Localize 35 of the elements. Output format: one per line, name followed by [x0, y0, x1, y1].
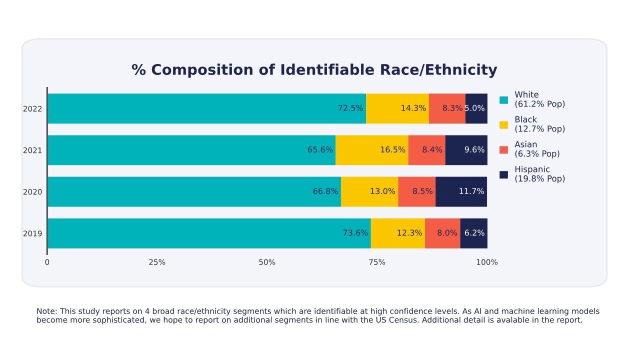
- bar: [341, 176, 398, 207]
- data-label: 6.2%: [464, 230, 484, 236]
- bar: [366, 94, 429, 124]
- data-label: 8.0%: [438, 230, 458, 236]
- legend-label: White (61.2% Pop): [514, 91, 565, 109]
- data-label: 8.5%: [413, 188, 432, 194]
- data-label: 66.8%: [313, 188, 338, 194]
- bar: [408, 135, 446, 166]
- bar: [370, 218, 426, 248]
- bar: [47, 94, 366, 124]
- legend-label: Hispanic (19.8% Pop): [515, 166, 565, 184]
- data-label: 8.4%: [422, 146, 442, 153]
- chart-title: % Composition of Identifiable Race/Ethnicity: [132, 64, 498, 78]
- bar: [445, 135, 488, 166]
- data-label: 12.3%: [398, 230, 422, 236]
- bar: [47, 176, 341, 207]
- bar: [460, 218, 488, 248]
- bar: [336, 135, 408, 166]
- legend-label: Asian (6.3% Pop): [514, 140, 560, 158]
- data-label: 11.7%: [460, 188, 484, 194]
- data-label: 8.3%: [442, 104, 462, 111]
- bar: [47, 135, 336, 166]
- bar: [425, 218, 460, 248]
- legend-label: Black (12.7% Pop): [515, 116, 565, 134]
- data-label: 16.5%: [380, 146, 406, 153]
- bar: [428, 94, 466, 124]
- bar: [47, 218, 371, 248]
- data-label: 73.6%: [343, 230, 368, 236]
- bar: [436, 176, 488, 207]
- data-label: 9.6%: [464, 146, 484, 153]
- data-label: 72.5%: [338, 104, 363, 111]
- data-label: 65.6%: [308, 146, 333, 153]
- data-label: 14.3%: [402, 104, 426, 111]
- bar: [398, 176, 436, 207]
- data-label: 13.0%: [370, 188, 396, 194]
